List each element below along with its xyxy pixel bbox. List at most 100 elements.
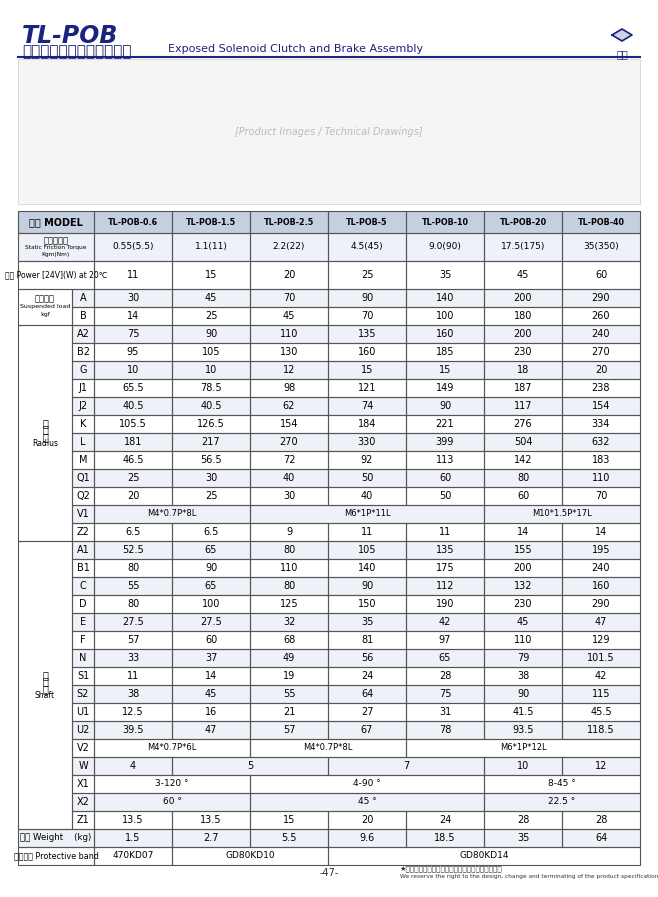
Text: 保護素子 Protective band: 保護素子 Protective band bbox=[14, 851, 99, 860]
Bar bbox=[18, 325, 72, 541]
Bar bbox=[328, 649, 406, 666]
Bar bbox=[72, 595, 94, 613]
Bar bbox=[406, 829, 484, 847]
Text: 154: 154 bbox=[592, 401, 610, 411]
Bar bbox=[94, 289, 172, 307]
Text: 27.5: 27.5 bbox=[122, 617, 144, 627]
Bar bbox=[406, 432, 484, 451]
Bar bbox=[172, 487, 250, 505]
Bar bbox=[406, 432, 484, 451]
Text: 80: 80 bbox=[127, 599, 139, 609]
Bar bbox=[562, 541, 640, 559]
Text: M6*1P*11L: M6*1P*11L bbox=[343, 509, 390, 518]
Text: 110: 110 bbox=[280, 329, 298, 339]
Bar bbox=[484, 523, 562, 541]
Bar bbox=[250, 414, 328, 432]
Bar bbox=[72, 325, 94, 343]
Bar bbox=[72, 469, 94, 487]
Text: 80: 80 bbox=[283, 580, 295, 591]
Text: TL-POB-10: TL-POB-10 bbox=[422, 217, 468, 227]
Bar bbox=[406, 396, 484, 414]
Bar bbox=[72, 361, 94, 379]
Bar bbox=[18, 847, 94, 865]
Bar bbox=[94, 487, 172, 505]
Text: 200: 200 bbox=[514, 292, 532, 303]
Text: 217: 217 bbox=[202, 437, 220, 447]
Bar bbox=[72, 559, 94, 577]
Bar bbox=[406, 361, 484, 379]
Bar bbox=[72, 577, 94, 595]
Bar bbox=[72, 739, 94, 757]
Bar bbox=[484, 631, 562, 649]
Bar bbox=[562, 631, 640, 649]
Bar bbox=[328, 666, 406, 684]
Text: 72: 72 bbox=[283, 455, 295, 465]
Bar bbox=[94, 666, 172, 684]
Text: 31: 31 bbox=[439, 707, 451, 717]
Bar bbox=[328, 379, 406, 396]
Bar bbox=[72, 541, 94, 559]
Bar bbox=[18, 829, 94, 847]
Bar bbox=[328, 703, 406, 721]
Bar bbox=[94, 829, 172, 847]
Text: V1: V1 bbox=[76, 509, 89, 518]
Text: Q1: Q1 bbox=[76, 473, 90, 483]
Bar bbox=[250, 649, 328, 666]
Bar bbox=[72, 505, 94, 523]
Text: 105: 105 bbox=[358, 544, 376, 555]
Bar bbox=[72, 757, 94, 775]
Bar bbox=[406, 451, 484, 469]
Bar bbox=[484, 775, 640, 793]
Bar bbox=[18, 59, 640, 204]
Bar bbox=[406, 379, 484, 396]
Bar bbox=[250, 541, 328, 559]
Bar bbox=[72, 289, 94, 307]
Bar bbox=[172, 523, 250, 541]
Bar bbox=[250, 361, 328, 379]
Bar bbox=[406, 829, 484, 847]
Bar bbox=[250, 379, 328, 396]
Text: E: E bbox=[80, 617, 86, 627]
Bar bbox=[72, 451, 94, 469]
Text: 45 °: 45 ° bbox=[358, 797, 376, 806]
Text: 28: 28 bbox=[517, 814, 529, 825]
Text: 70: 70 bbox=[361, 310, 373, 321]
Text: 18.5: 18.5 bbox=[434, 832, 456, 843]
Bar bbox=[172, 649, 250, 666]
Bar bbox=[72, 793, 94, 811]
Bar bbox=[484, 233, 562, 261]
Text: 懸重負荷: 懸重負荷 bbox=[35, 294, 55, 303]
Bar bbox=[406, 577, 484, 595]
Bar bbox=[250, 261, 328, 289]
Bar bbox=[484, 666, 562, 684]
Bar bbox=[406, 211, 484, 233]
Bar bbox=[406, 325, 484, 343]
Text: 15: 15 bbox=[283, 814, 295, 825]
Bar bbox=[172, 541, 250, 559]
Text: 240: 240 bbox=[592, 562, 610, 573]
Text: 129: 129 bbox=[592, 635, 610, 645]
Bar bbox=[562, 432, 640, 451]
Bar bbox=[94, 577, 172, 595]
Bar bbox=[94, 361, 172, 379]
Text: 20: 20 bbox=[361, 814, 373, 825]
Bar bbox=[562, 396, 640, 414]
Bar bbox=[562, 829, 640, 847]
Text: 221: 221 bbox=[436, 419, 454, 429]
Bar bbox=[406, 487, 484, 505]
Text: 270: 270 bbox=[592, 347, 611, 357]
Text: U1: U1 bbox=[76, 707, 89, 717]
Text: 50: 50 bbox=[439, 491, 451, 501]
Bar bbox=[72, 343, 94, 361]
Text: G: G bbox=[79, 365, 87, 375]
Text: 142: 142 bbox=[514, 455, 532, 465]
Bar bbox=[562, 233, 640, 261]
Bar bbox=[562, 289, 640, 307]
Bar bbox=[484, 793, 640, 811]
Bar bbox=[562, 325, 640, 343]
Text: 6.5: 6.5 bbox=[125, 527, 141, 536]
Bar bbox=[172, 631, 250, 649]
Text: 14: 14 bbox=[127, 310, 139, 321]
Text: 27: 27 bbox=[361, 707, 373, 717]
Bar bbox=[328, 684, 406, 703]
